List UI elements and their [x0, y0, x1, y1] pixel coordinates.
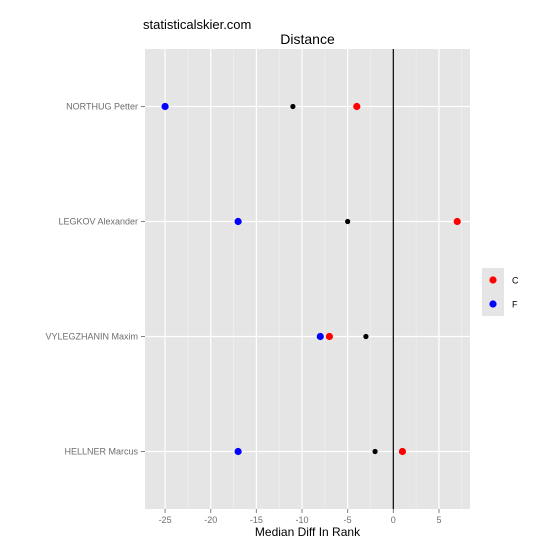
site-watermark: statisticalskier.com	[143, 17, 252, 32]
data-point	[325, 332, 334, 341]
chart-title: Distance	[280, 31, 335, 47]
x-tick-label: -15	[250, 515, 263, 525]
plot-panel	[145, 49, 470, 509]
data-point	[345, 218, 351, 225]
data-point	[316, 332, 324, 341]
x-tick-label: -20	[204, 515, 217, 525]
legend-box	[482, 268, 504, 316]
x-tick-label: 5	[436, 515, 441, 525]
data-point	[453, 217, 461, 226]
x-tick-label: -10	[296, 515, 309, 525]
category-label: VYLEGZHANIN Maxim	[45, 332, 138, 342]
legend-marker	[489, 276, 497, 284]
data-point	[398, 447, 407, 456]
data-point	[290, 103, 296, 110]
category-label: HELLNER Marcus	[64, 447, 138, 457]
x-axis-title: Median Diff In Rank	[255, 525, 361, 539]
legend-label: F	[512, 300, 518, 310]
data-point	[234, 447, 242, 456]
x-tick-label: 0	[391, 515, 396, 525]
category-label: LEGKOV Alexander	[58, 217, 138, 227]
data-point	[372, 448, 378, 455]
legend-marker	[489, 300, 497, 308]
data-point	[234, 217, 242, 226]
category-label: NORTHUG Petter	[66, 102, 138, 112]
data-point	[363, 333, 369, 340]
x-tick-label: -5	[344, 515, 352, 525]
data-point	[161, 102, 169, 111]
data-point	[353, 102, 361, 111]
x-tick-label: -25	[159, 515, 172, 525]
legend-label: C	[512, 276, 519, 286]
